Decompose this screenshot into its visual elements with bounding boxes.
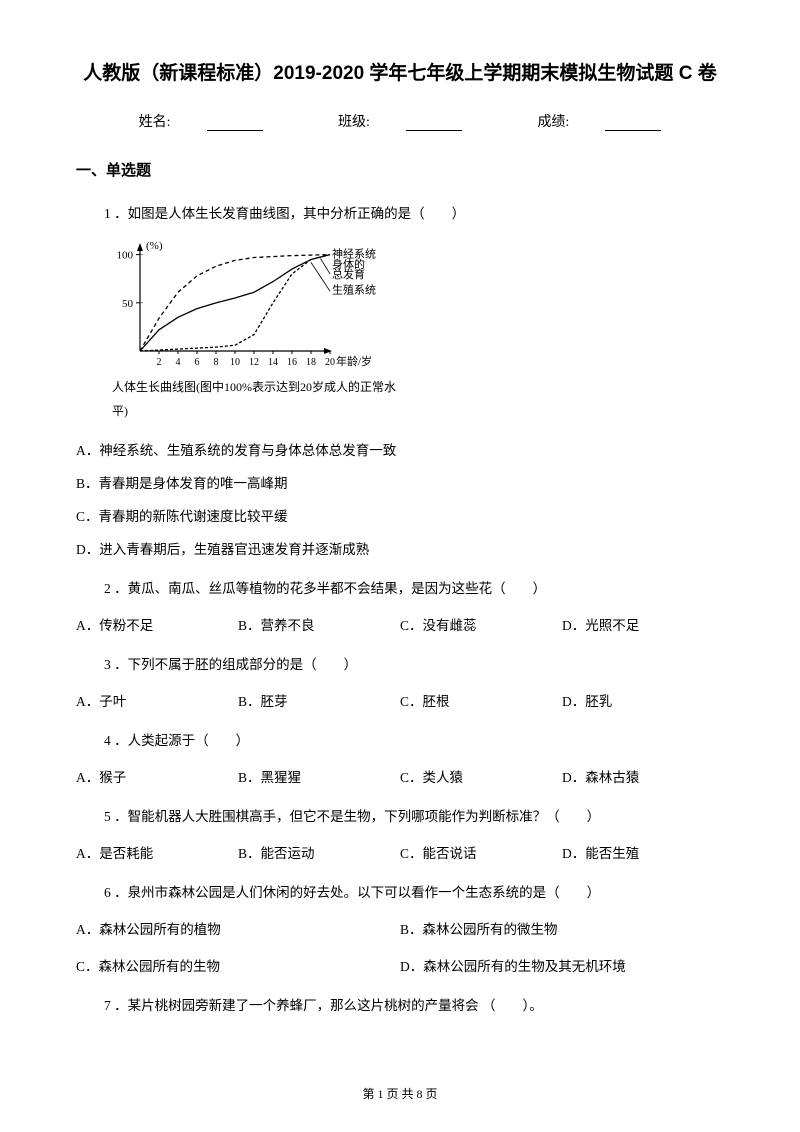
svg-text:2: 2 (157, 357, 162, 368)
info-line: 姓名: 班级: 成绩: (76, 111, 724, 131)
exam-title: 人教版（新课程标准）2019-2020 学年七年级上学期期末模拟生物试题 C 卷 (76, 58, 724, 85)
svg-text:10: 10 (230, 357, 240, 368)
option[interactable]: C．青春期的新陈代谢速度比较平缓 (76, 503, 724, 530)
svg-text:100: 100 (117, 250, 134, 262)
svg-text:(%): (%) (146, 240, 163, 252)
question: 1 ．如图是人体生长发育曲线图，其中分析正确的是（ ）50100(%)24681… (76, 200, 724, 563)
question: 6 ．泉州市森林公园是人们休闲的好去处。以下可以看作一个生态系统的是（ ） A．森… (76, 879, 724, 980)
chart-caption: 人体生长曲线图(图中100%表示达到20岁成人的正常水平) (104, 375, 400, 423)
option[interactable]: D．进入青春期后，生殖器官迅速发育并逐渐成熟 (76, 536, 724, 563)
option[interactable]: A．传粉不足 (76, 612, 238, 639)
score-blank[interactable] (605, 117, 661, 131)
svg-text:年龄/岁: 年龄/岁 (336, 354, 372, 368)
option[interactable]: B．能否运动 (238, 840, 400, 867)
option[interactable]: C．胚根 (400, 688, 562, 715)
class-label: 班级: (338, 115, 370, 130)
footer-prefix: 第 (362, 1087, 377, 1101)
option[interactable]: B．森林公园所有的微生物 (400, 916, 724, 943)
svg-text:8: 8 (214, 357, 219, 368)
question: 5 ．智能机器人大胜围棋高手，但它不是生物，下列哪项能作为判断标准？（ ） A．是… (76, 803, 724, 867)
option[interactable]: B．胚芽 (238, 688, 400, 715)
footer-suffix: 页 (423, 1087, 438, 1101)
score-label: 成绩: (537, 115, 569, 130)
option[interactable]: D．森林古猿 (562, 764, 724, 791)
question: 7 ．某片桃树园旁新建了一个养蜂厂，那么这片桃树的产量将会 （ ）。 (76, 992, 724, 1019)
option[interactable]: A．子叶 (76, 688, 238, 715)
question-text: 1 ．如图是人体生长发育曲线图，其中分析正确的是（ ） (76, 200, 724, 227)
option[interactable]: A．是否耗能 (76, 840, 238, 867)
question-text: 5 ．智能机器人大胜围棋高手，但它不是生物，下列哪项能作为判断标准？（ ） (76, 803, 724, 830)
option[interactable]: D．能否生殖 (562, 840, 724, 867)
growth-chart: 50100(%)2468101214161820年龄/岁神经系统身体的总发育生殖… (104, 237, 400, 423)
question-text: 6 ．泉州市森林公园是人们休闲的好去处。以下可以看作一个生态系统的是（ ） (76, 879, 724, 906)
option[interactable]: C．类人猿 (400, 764, 562, 791)
svg-text:50: 50 (122, 298, 134, 310)
option[interactable]: D．森林公园所有的生物及其无机环境 (400, 953, 724, 980)
question: 3 ．下列不属于胚的组成部分的是（ ） A．子叶B．胚芽C．胚根D．胚乳 (76, 651, 724, 715)
option[interactable]: D．胚乳 (562, 688, 724, 715)
question-text: 3 ．下列不属于胚的组成部分的是（ ） (76, 651, 724, 678)
svg-text:18: 18 (306, 357, 316, 368)
question-text: 7 ．某片桃树园旁新建了一个养蜂厂，那么这片桃树的产量将会 （ ）。 (76, 992, 724, 1019)
option[interactable]: C．森林公园所有的生物 (76, 953, 400, 980)
question: 4 ．人类起源于（ ） A．猴子B．黑猩猩C．类人猿D．森林古猿 (76, 727, 724, 791)
svg-text:12: 12 (249, 357, 259, 368)
svg-text:14: 14 (268, 357, 278, 368)
option[interactable]: B．黑猩猩 (238, 764, 400, 791)
question-text: 4 ．人类起源于（ ） (76, 727, 724, 754)
svg-text:4: 4 (176, 357, 181, 368)
question-text: 2 ．黄瓜、南瓜、丝瓜等植物的花多半都不会结果，是因为这些花（ ） (76, 575, 724, 602)
footer-mid: 页 共 (383, 1087, 416, 1101)
option[interactable]: A．森林公园所有的植物 (76, 916, 400, 943)
option[interactable]: B．营养不良 (238, 612, 400, 639)
page-footer: 第 1 页 共 8 页 (0, 1085, 800, 1102)
questions-container: 1 ．如图是人体生长发育曲线图，其中分析正确的是（ ）50100(%)24681… (76, 200, 724, 1019)
svg-text:总发育: 总发育 (332, 267, 365, 281)
section-title: 一、单选题 (76, 159, 724, 180)
svg-text:16: 16 (287, 357, 297, 368)
svg-text:生殖系统: 生殖系统 (332, 282, 376, 296)
name-label: 姓名: (139, 115, 171, 130)
question: 2 ．黄瓜、南瓜、丝瓜等植物的花多半都不会结果，是因为这些花（ ） A．传粉不足B… (76, 575, 724, 639)
option[interactable]: A．神经系统、生殖系统的发育与身体总体总发育一致 (76, 437, 724, 464)
svg-text:20: 20 (325, 357, 335, 368)
option[interactable]: D．光照不足 (562, 612, 724, 639)
option[interactable]: A．猴子 (76, 764, 238, 791)
class-blank[interactable] (406, 117, 462, 131)
svg-text:6: 6 (195, 357, 200, 368)
option[interactable]: C．没有雌蕊 (400, 612, 562, 639)
name-blank[interactable] (207, 117, 263, 131)
option[interactable]: C．能否说话 (400, 840, 562, 867)
option[interactable]: B．青春期是身体发育的唯一高峰期 (76, 470, 724, 497)
